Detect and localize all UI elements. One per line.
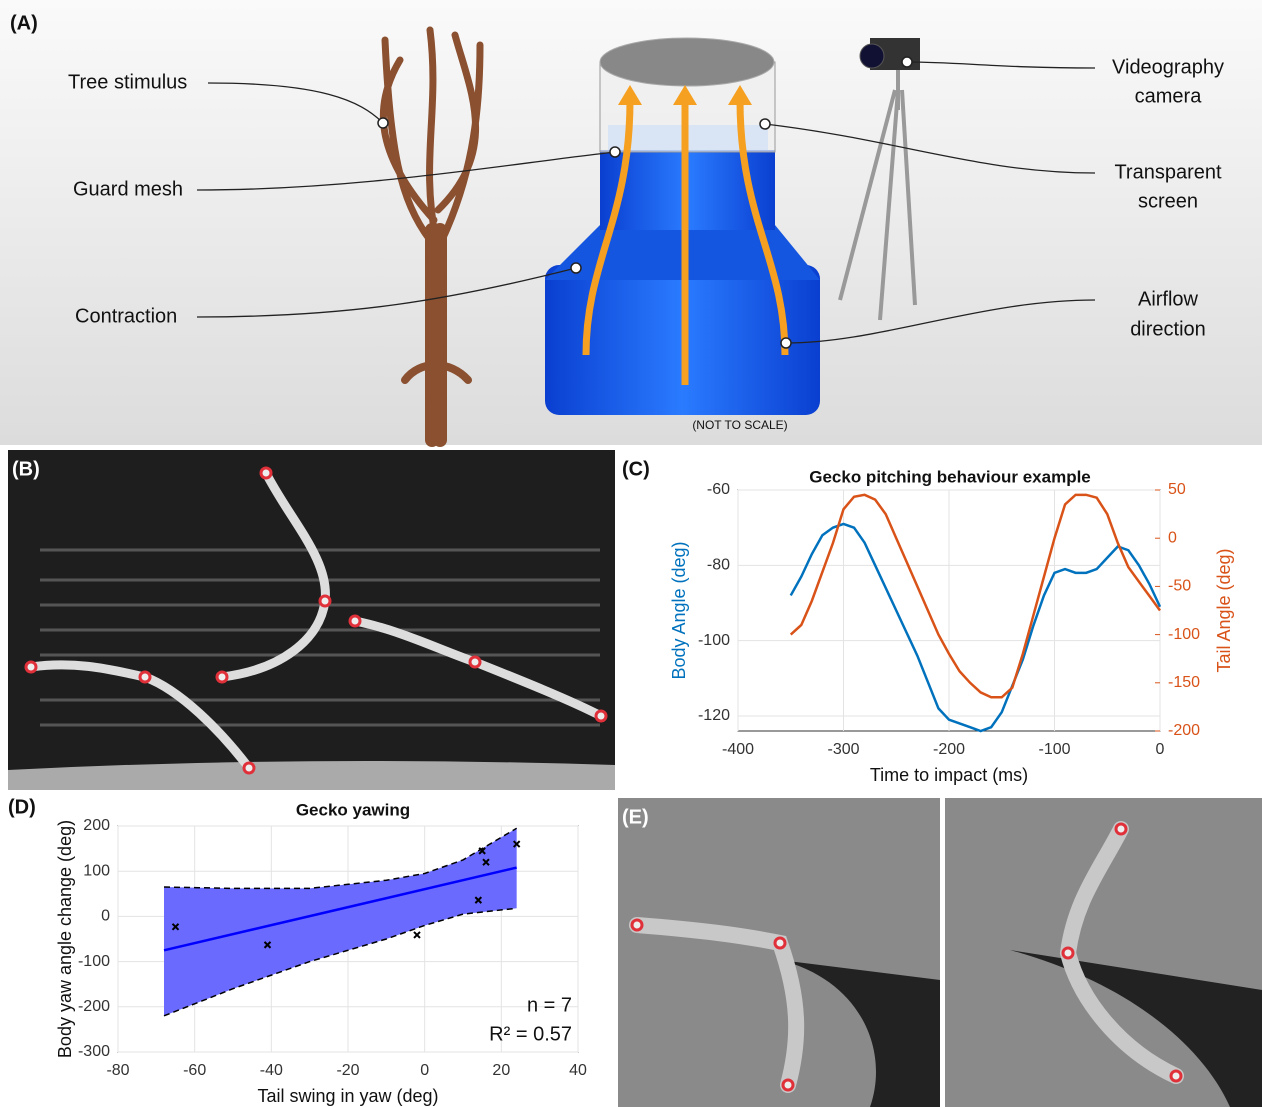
panel-label: (E) xyxy=(622,806,649,828)
panel-label: (A) xyxy=(10,12,38,34)
x-tick-label: -100 xyxy=(1038,741,1070,758)
screen-rim xyxy=(600,38,774,86)
y-tick-label: 100 xyxy=(83,862,110,879)
y2-tick-label: 0 xyxy=(1168,529,1177,546)
x-tick-label: -300 xyxy=(827,741,859,758)
panel-a: Tree stimulus Guard mesh Contraction Vid… xyxy=(0,0,1262,445)
photo-bg xyxy=(8,450,615,790)
note: (NOT TO SCALE) xyxy=(692,418,787,432)
x-tick-label: 0 xyxy=(420,1062,429,1079)
y2-tick-label: 50 xyxy=(1168,481,1186,498)
label: Airflow xyxy=(1138,288,1199,310)
x-tick-label: 20 xyxy=(492,1062,510,1079)
x-tick-label: -60 xyxy=(183,1062,206,1079)
panel-label: (B) xyxy=(12,458,40,480)
y-axis-label: Body Angle (deg) xyxy=(669,541,689,679)
y2-tick-label: -150 xyxy=(1168,674,1200,691)
y2-axis-label: Tail Angle (deg) xyxy=(1214,548,1234,672)
y-tick-label: -80 xyxy=(707,557,730,574)
y-axis-label: Body yaw angle change (deg) xyxy=(55,820,75,1058)
annotation: n = 7 xyxy=(527,994,572,1016)
x-tick-label: 40 xyxy=(569,1062,587,1079)
y2-tick-label: -200 xyxy=(1168,722,1200,739)
label: Transparent xyxy=(1114,161,1222,183)
panel-label: (C) xyxy=(622,458,650,480)
label: Guard mesh xyxy=(73,178,183,200)
label: direction xyxy=(1130,318,1206,340)
y-tick-label: -300 xyxy=(78,1043,110,1060)
x-tick-label: -20 xyxy=(336,1062,359,1079)
y-tick-label: 0 xyxy=(101,908,110,925)
panel-b: (B) xyxy=(8,450,615,790)
figure: Tree stimulus Guard mesh Contraction Vid… xyxy=(0,0,1262,1107)
y-tick-label: -100 xyxy=(78,953,110,970)
x-tick-label: -40 xyxy=(260,1062,283,1079)
x-axis-label: Time to impact (ms) xyxy=(870,765,1028,785)
x-tick-label: -200 xyxy=(933,741,965,758)
label: Videography xyxy=(1112,56,1224,78)
x-tick-label: -80 xyxy=(106,1062,129,1079)
y-tick-label: -200 xyxy=(78,998,110,1015)
camera-lens xyxy=(860,44,884,68)
label: screen xyxy=(1138,190,1198,212)
x-axis-label: Tail swing in yaw (deg) xyxy=(257,1086,438,1106)
y-tick-label: -60 xyxy=(707,481,730,498)
panel-label: (D) xyxy=(8,796,36,818)
chart-title: Gecko pitching behaviour example xyxy=(809,467,1091,486)
x-tick-label: -400 xyxy=(722,741,754,758)
annotation: R² = 0.57 xyxy=(489,1023,572,1045)
y-tick-label: 200 xyxy=(83,817,110,834)
chart-title: Gecko yawing xyxy=(296,800,410,819)
x-tick-label: 0 xyxy=(1156,741,1165,758)
y2-tick-label: -100 xyxy=(1168,626,1200,643)
label: camera xyxy=(1135,85,1203,107)
y2-tick-label: -50 xyxy=(1168,578,1191,595)
label: Tree stimulus xyxy=(68,71,187,93)
y-tick-label: -120 xyxy=(698,707,730,724)
label: Contraction xyxy=(75,305,177,327)
panel-e: (E) xyxy=(618,798,1262,1107)
y-tick-label: -100 xyxy=(698,632,730,649)
